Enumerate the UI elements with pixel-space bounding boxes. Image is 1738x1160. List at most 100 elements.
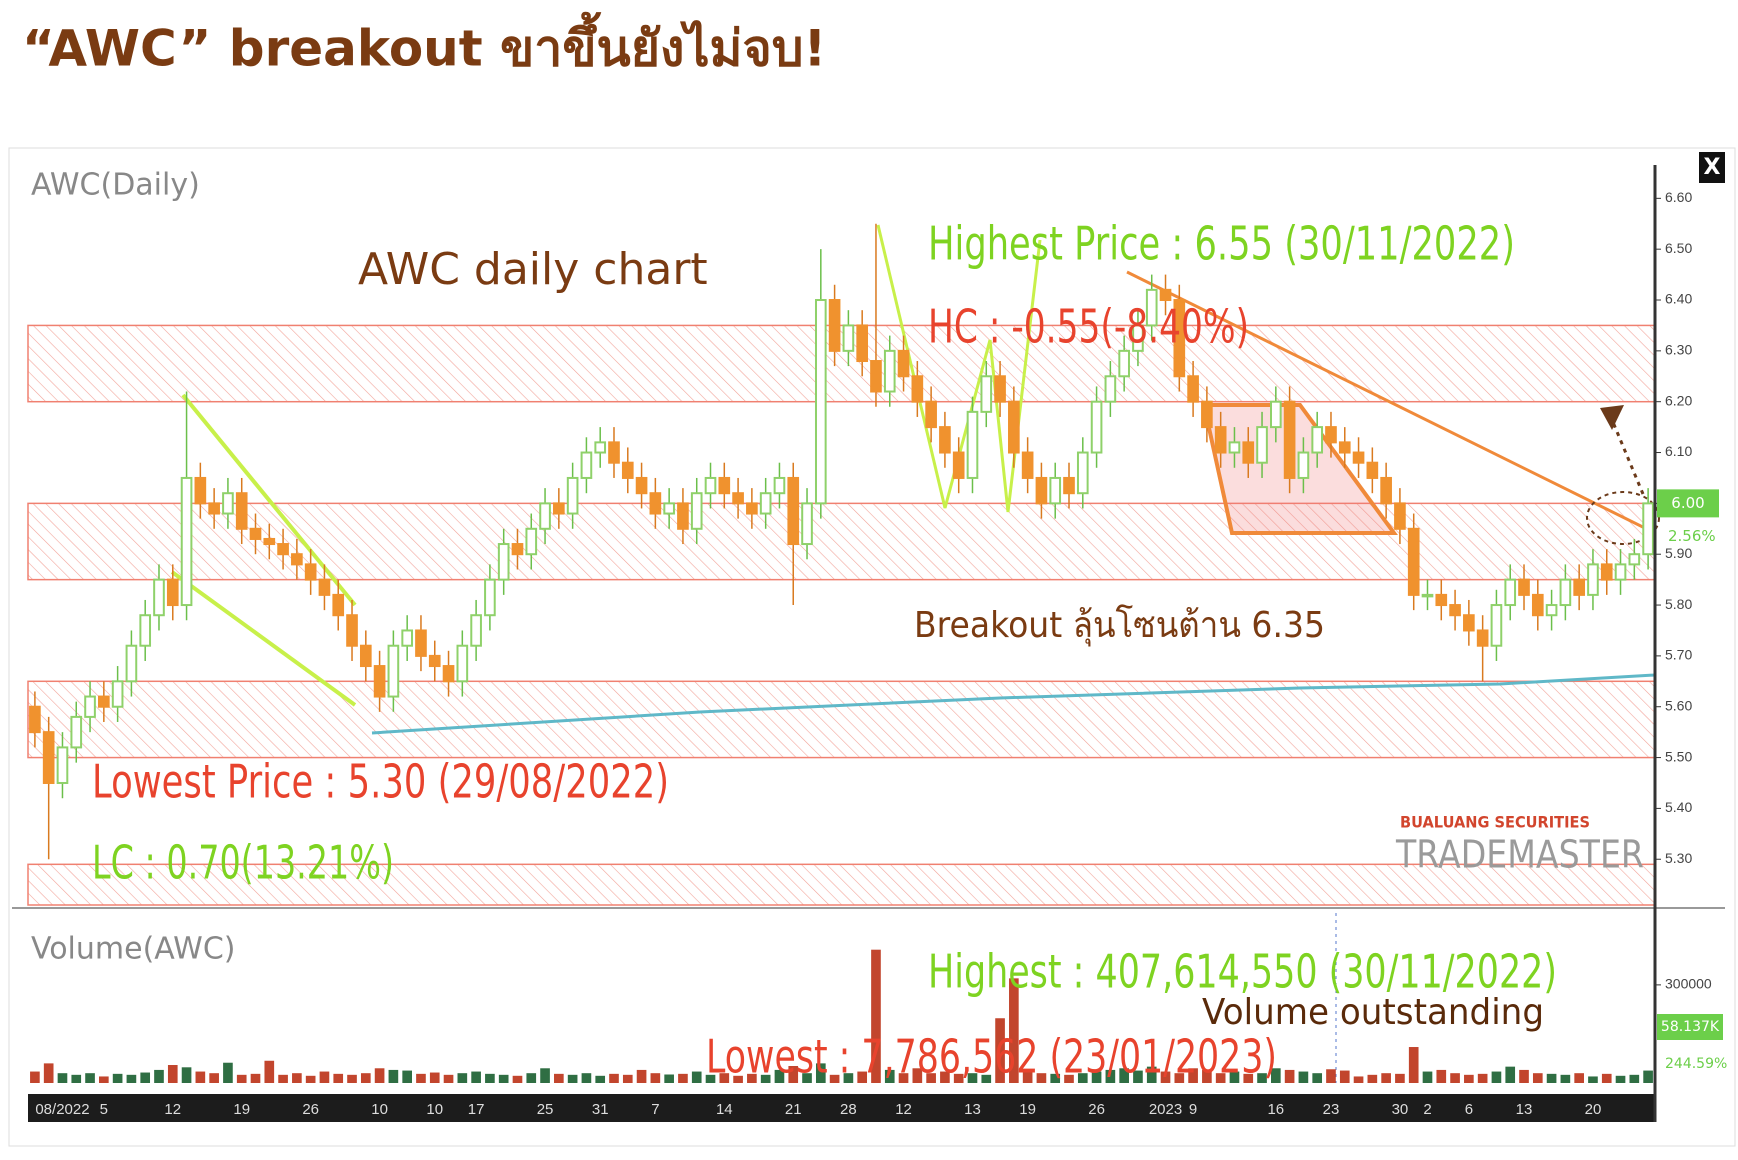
volume-bar: [140, 1072, 151, 1083]
volume-bar: [774, 1069, 785, 1083]
volume-bar: [1395, 1073, 1405, 1083]
candle-body: [401, 629, 413, 647]
volume-bar: [1229, 1071, 1240, 1083]
candle-body: [635, 476, 648, 495]
logo-line: BUALUANG SECURITIES: [1400, 813, 1590, 832]
date-axis-strip: [28, 1094, 1655, 1122]
candle-body: [1270, 400, 1282, 429]
candle-body: [1338, 441, 1351, 454]
candle-body: [1531, 593, 1544, 617]
volume-bar: [57, 1073, 68, 1083]
volume-bar: [815, 1063, 826, 1083]
volume-bar: [829, 1074, 840, 1083]
candle-body: [263, 537, 276, 546]
volume-bar: [691, 1071, 702, 1083]
volume-bar: [429, 1072, 440, 1083]
volume-bar: [1491, 1071, 1502, 1083]
candle-body: [111, 680, 124, 708]
volume-bar: [526, 1073, 537, 1083]
candle-body: [1366, 461, 1379, 479]
volume-bar: [30, 1071, 40, 1083]
volume-bar: [1643, 1070, 1653, 1083]
candle-body: [511, 543, 524, 556]
volume-bar: [181, 1067, 192, 1083]
candle-body: [1118, 349, 1130, 378]
volume-bar: [622, 1074, 633, 1083]
volume-bar: [1381, 1073, 1391, 1083]
volume-bar: [595, 1075, 606, 1083]
volume-bar: [1505, 1066, 1516, 1083]
x-tick-label: 26: [1088, 1101, 1105, 1118]
volume-bar: [871, 949, 881, 1083]
resistance-zone: [27, 680, 1656, 759]
y-tick-label: 5.30: [1665, 850, 1692, 866]
candle-body: [318, 578, 331, 596]
candle-body: [980, 375, 993, 413]
x-tick-label: 23: [1323, 1101, 1340, 1118]
volume-bar: [995, 1018, 1005, 1083]
volume-bar: [733, 1075, 743, 1083]
volume-bar: [912, 1068, 923, 1083]
candle-body: [1090, 400, 1103, 454]
candle-body: [1076, 451, 1089, 495]
candle-body: [1504, 578, 1517, 607]
close-label[interactable]: X: [1704, 155, 1721, 180]
volume-bar: [857, 1071, 868, 1083]
volume-bar: [1257, 1073, 1267, 1083]
volume-bar: [1133, 1070, 1143, 1083]
volume-bar: [292, 1073, 302, 1083]
candle-body: [332, 593, 345, 617]
y-tick-label: 5.50: [1665, 748, 1692, 764]
volume-bar: [85, 1073, 95, 1083]
volume-bar: [664, 1074, 674, 1083]
candle-body: [442, 665, 455, 683]
volume-bar: [1477, 1073, 1488, 1083]
candle-body: [925, 400, 937, 429]
candle-body: [1132, 324, 1144, 352]
candle-body: [801, 502, 813, 546]
x-tick-label: 12: [895, 1101, 912, 1118]
candle-body: [1104, 375, 1117, 403]
volume-bar: [333, 1073, 344, 1083]
change-label: 2.56%: [1668, 527, 1716, 545]
candle-body: [580, 451, 593, 479]
candle-body: [415, 629, 427, 657]
candle-body: [1407, 527, 1420, 596]
volume-bar: [402, 1070, 412, 1083]
arrow-head: [1600, 405, 1624, 430]
candle-body: [428, 654, 441, 668]
close-button[interactable]: [1699, 152, 1725, 183]
candle-body: [1573, 578, 1585, 596]
candle-body: [1035, 476, 1048, 505]
candle-body: [1242, 441, 1255, 464]
volume-bar: [1160, 1071, 1171, 1083]
last-price-box: [1657, 489, 1719, 518]
candle-body: [1559, 578, 1572, 607]
volume-bar: [1105, 1069, 1116, 1083]
highlight-circle: [1586, 491, 1660, 545]
annotation: LC : 0.70(13.21%): [92, 836, 394, 890]
candle-body: [718, 476, 731, 495]
candle-body: [1256, 426, 1268, 464]
volume-bar: [1312, 1073, 1323, 1083]
volume-bar: [981, 1074, 992, 1083]
candle-body: [1421, 593, 1434, 598]
annotation: AWC daily chart: [358, 244, 708, 295]
volume-bar: [1532, 1073, 1543, 1083]
candle-body: [704, 476, 717, 495]
candle-body: [594, 441, 607, 454]
volume-bar: [1064, 1074, 1074, 1083]
volume-bar: [443, 1074, 454, 1083]
candle-body: [897, 349, 910, 378]
volume-bar: [1188, 1068, 1198, 1083]
volume-bar: [512, 1075, 523, 1083]
y-tick-label: 5.80: [1665, 596, 1692, 612]
candle-body: [1201, 400, 1213, 429]
volume-bar: [126, 1074, 137, 1083]
candle-body: [291, 553, 303, 566]
volume-bar: [953, 1073, 964, 1083]
candle-body: [732, 492, 744, 505]
volume-bar: [498, 1074, 509, 1083]
x-tick-label: 08/2022: [35, 1101, 89, 1118]
volume-bar: [747, 1073, 757, 1083]
